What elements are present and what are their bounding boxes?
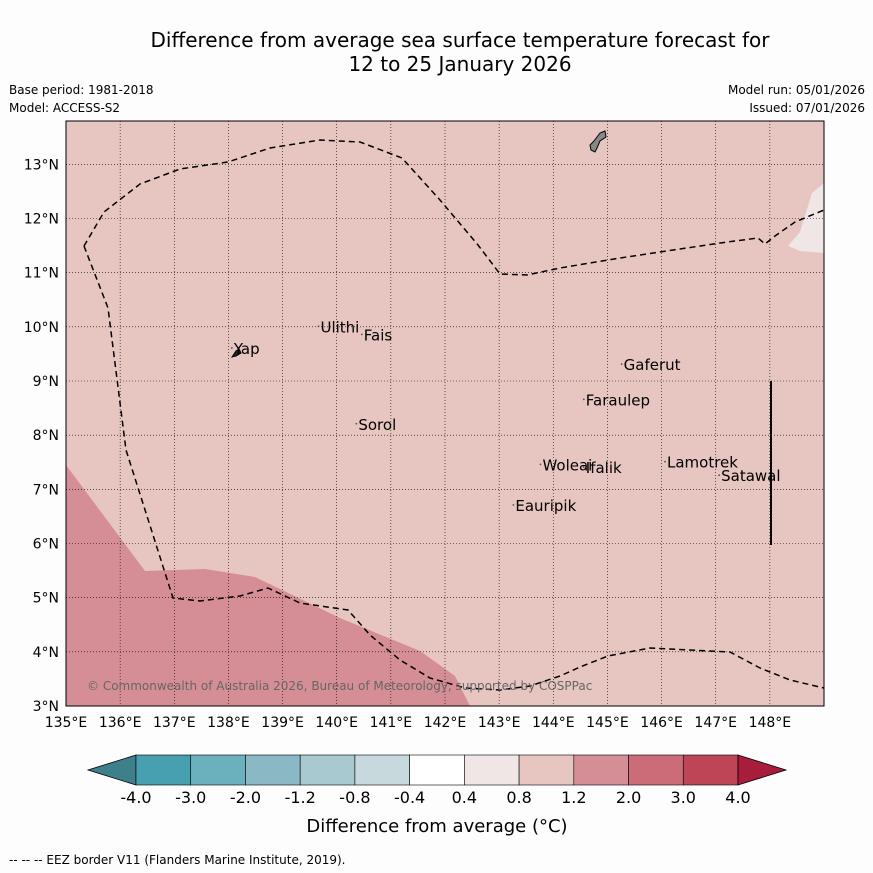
lat-tick-label: 7°N bbox=[33, 482, 59, 498]
place-marker bbox=[230, 347, 233, 349]
eez-border-top bbox=[83, 139, 825, 276]
place-label: Yap bbox=[233, 340, 260, 358]
lon-tick-label: 136°E bbox=[99, 715, 142, 731]
lon-tick-label: 141°E bbox=[370, 715, 413, 731]
lat-tick-label: 8°N bbox=[33, 428, 59, 444]
colorbar-tick-label: 0.4 bbox=[452, 788, 477, 807]
lon-tick-label: 145°E bbox=[586, 715, 629, 731]
colorbar-tick-label: 4.0 bbox=[725, 788, 750, 807]
place-marker bbox=[355, 422, 358, 425]
colorbar-tick-label: 0.8 bbox=[506, 788, 531, 807]
latitude-tick-labels: 3°N 4°N 5°N 6°N 7°N 8°N 9°N 10°N 11°N 12°N 13°N bbox=[24, 157, 59, 715]
lon-tick-label: 146°E bbox=[640, 715, 683, 731]
yap-island-icon bbox=[230, 348, 242, 358]
lon-tick-label: 140°E bbox=[315, 715, 358, 731]
place-marker bbox=[539, 463, 542, 466]
lon-tick-label: 138°E bbox=[207, 715, 250, 731]
colorbar-bin bbox=[464, 754, 520, 786]
place-label: Lamotrek bbox=[667, 454, 738, 472]
colorbar-tick-label: -0.8 bbox=[339, 788, 370, 807]
place-label: Fais bbox=[364, 326, 393, 344]
lat-tick-label: 11°N bbox=[24, 266, 59, 282]
place-marker bbox=[512, 504, 515, 506]
lat-tick-label: 9°N bbox=[33, 374, 59, 390]
issued-date: Issued: 07/01/2026 bbox=[749, 101, 865, 115]
place-label: Sorol bbox=[358, 416, 396, 434]
meta-left: Base period: 1981-2018 Model: ACCESS-S2 bbox=[9, 81, 154, 117]
lat-tick-label: 4°N bbox=[33, 645, 59, 661]
colorbar-bin bbox=[409, 754, 465, 786]
colorbar-tick-label: 1.2 bbox=[561, 788, 586, 807]
lon-tick-label: 135°E bbox=[45, 715, 88, 731]
place-label: Eauripik bbox=[515, 497, 576, 515]
place-label: Faraulep bbox=[586, 391, 650, 409]
chart-title: Difference from average sea surface temp… bbox=[70, 28, 850, 76]
place-label: Woleai bbox=[542, 456, 592, 474]
lon-tick-label: 144°E bbox=[532, 715, 575, 731]
colorbar-tick-label: -2.0 bbox=[230, 788, 261, 807]
place-marker bbox=[620, 363, 623, 366]
place-marker bbox=[718, 474, 721, 477]
colorbar-over-arrow bbox=[737, 754, 788, 786]
warm-anomaly-patch bbox=[66, 465, 470, 706]
gridlines bbox=[66, 121, 824, 706]
title-line-2: 12 to 25 January 2026 bbox=[348, 52, 572, 76]
light-anomaly-patch bbox=[788, 183, 824, 253]
lat-tick-label: 3°N bbox=[33, 699, 59, 715]
lon-tick-label: 142°E bbox=[424, 715, 467, 731]
lat-tick-label: 13°N bbox=[24, 157, 59, 173]
place-label: Gaferut bbox=[624, 356, 681, 374]
meta-right: Model run: 05/01/2026 Issued: 07/01/2026 bbox=[728, 81, 865, 117]
eez-border-north bbox=[83, 245, 825, 691]
place-label: Satawal bbox=[721, 467, 780, 485]
lat-tick-label: 6°N bbox=[33, 537, 59, 553]
colorbar-tick-label: -4.0 bbox=[120, 788, 151, 807]
place-marker bbox=[360, 333, 363, 336]
colorbar-bin bbox=[682, 754, 739, 786]
colorbar-tick-label: -1.2 bbox=[285, 788, 316, 807]
base-period: Base period: 1981-2018 bbox=[9, 83, 154, 97]
colorbar-under-arrow bbox=[86, 754, 137, 786]
lon-tick-label: 148°E bbox=[749, 715, 792, 731]
lon-tick-label: 143°E bbox=[478, 715, 521, 731]
copyright-text: © Commonwealth of Australia 2026, Bureau… bbox=[87, 679, 592, 693]
colorbar-tick-label: -0.4 bbox=[394, 788, 425, 807]
title-line-1: Difference from average sea surface temp… bbox=[150, 28, 770, 52]
lon-tick-label: 137°E bbox=[153, 715, 196, 731]
place-marker bbox=[664, 460, 666, 463]
place-marker bbox=[317, 325, 320, 328]
lon-tick-label: 147°E bbox=[694, 715, 737, 731]
colorbar-bin bbox=[628, 754, 684, 786]
lon-tick-label: 139°E bbox=[261, 715, 304, 731]
lat-tick-label: 5°N bbox=[33, 591, 59, 607]
place-label: Ifalik bbox=[586, 459, 622, 477]
colorbar-bin bbox=[135, 754, 192, 786]
eez-footnote: -- -- -- EEZ border V11 (Flanders Marine… bbox=[9, 853, 346, 867]
longitude-tick-labels: 135°E 136°E 137°E 138°E 139°E 140°E 141°E 142°E… bbox=[45, 715, 791, 731]
colorbar-bin bbox=[245, 754, 301, 786]
colorbar-bin bbox=[518, 754, 575, 786]
colorbar-tick-label: 3.0 bbox=[671, 788, 696, 807]
colorbar bbox=[86, 754, 788, 786]
lat-tick-label: 10°N bbox=[24, 320, 59, 336]
colorbar-bin bbox=[299, 754, 356, 786]
colorbar-bin bbox=[354, 754, 410, 786]
place-marker bbox=[582, 466, 585, 468]
map-panel: Yap Ulithi Fais Sorol Gaferut Faraulep WoleaiI… bbox=[65, 120, 825, 707]
guam-island-icon bbox=[589, 130, 607, 153]
model-name: Model: ACCESS-S2 bbox=[9, 101, 121, 115]
colorbar-tick-labels: -4.0 -3.0 -2.0 -1.2 -0.8 -0.4 0.4 0.8 1.2 2.0 3.0 4… bbox=[120, 788, 750, 807]
colorbar-bin bbox=[573, 754, 629, 786]
map-frame bbox=[65, 120, 825, 707]
model-run: Model run: 05/01/2026 bbox=[727, 83, 865, 97]
colorbar-tick-label: 2.0 bbox=[616, 788, 641, 807]
place-label: Ulithi bbox=[320, 318, 359, 336]
colorbar-bin bbox=[190, 754, 246, 786]
lat-tick-label: 12°N bbox=[24, 212, 59, 228]
place-labels: Yap Ulithi Fais Sorol Gaferut Faraulep WoleaiI… bbox=[230, 318, 781, 515]
colorbar-title: Difference from average (°C) bbox=[306, 816, 567, 837]
colorbar-tick-label: -3.0 bbox=[175, 788, 206, 807]
place-marker bbox=[582, 398, 585, 401]
